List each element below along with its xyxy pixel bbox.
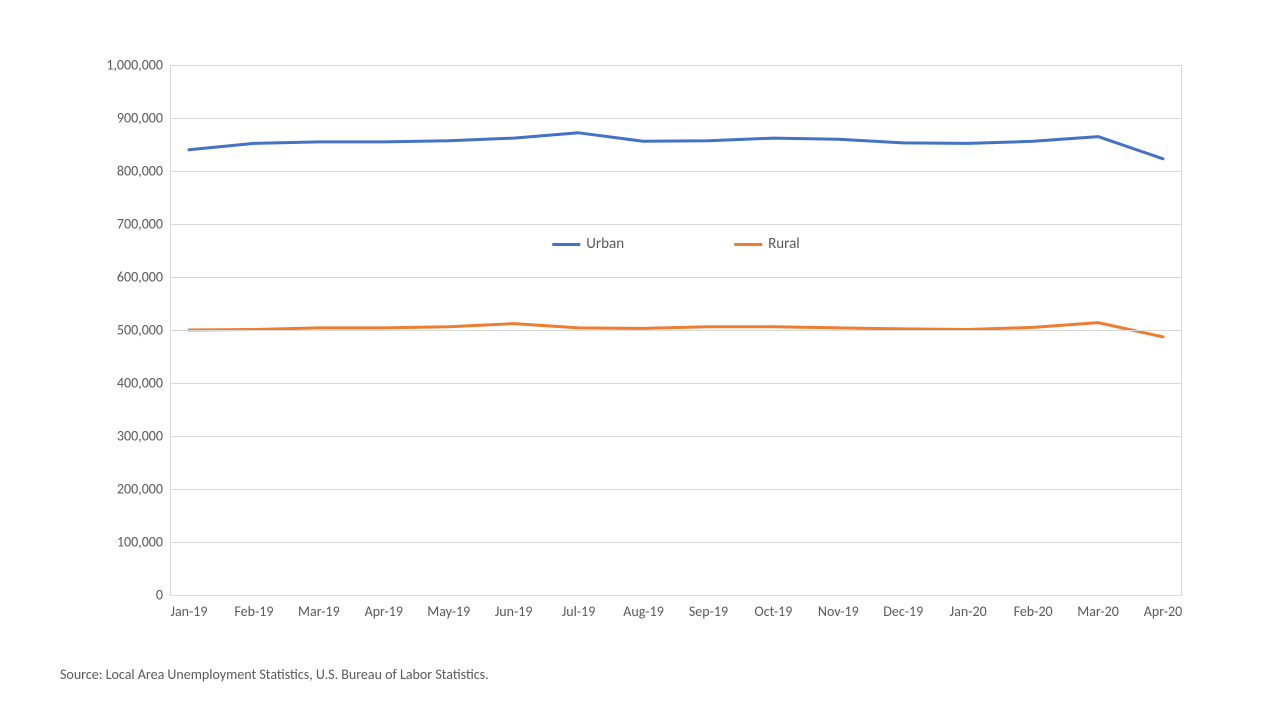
- legend-swatch-rural: [734, 243, 762, 246]
- x-axis-label: Aug-19: [623, 603, 664, 620]
- x-axis-label: Feb-20: [1014, 603, 1053, 620]
- source-text: Source: Local Area Unemployment Statisti…: [60, 666, 489, 683]
- x-axis-label: Mar-19: [298, 603, 340, 620]
- y-axis-label: 300,000: [117, 428, 163, 445]
- y-axis-label: 200,000: [117, 481, 163, 498]
- x-axis-label: May-19: [427, 603, 470, 620]
- x-axis-label: Nov-19: [818, 603, 859, 620]
- x-axis-label: Mar-20: [1077, 603, 1119, 620]
- y-axis-label: 400,000: [117, 375, 163, 392]
- series-line-urban: [189, 133, 1163, 159]
- y-axis-label: 700,000: [117, 216, 163, 233]
- gridline: [171, 65, 1181, 66]
- chart-container: Urban Rural 0 100,000 200,000 300,000 400,00…: [60, 40, 1220, 660]
- x-axis-label: Feb-19: [234, 603, 273, 620]
- plot-area: Urban Rural 0100,000200,000300,000400,00…: [170, 65, 1182, 596]
- y-axis-label: 100,000: [117, 534, 163, 551]
- x-axis-label: Apr-20: [1144, 603, 1182, 620]
- gridline: [171, 224, 1181, 225]
- x-axis-label: Apr-19: [365, 603, 403, 620]
- gridline: [171, 330, 1181, 331]
- x-axis-label: Sep-19: [689, 603, 728, 620]
- y-axis-label: 1,000,000: [106, 57, 163, 74]
- x-axis-label: Jul-19: [562, 603, 596, 620]
- y-axis-label: 900,000: [117, 110, 163, 127]
- legend-item-urban: Urban: [552, 235, 624, 253]
- x-axis-label: Jun-19: [495, 603, 533, 620]
- y-axis-label: 800,000: [117, 163, 163, 180]
- x-axis-label: Dec-19: [883, 603, 923, 620]
- gridline: [171, 383, 1181, 384]
- gridline: [171, 542, 1181, 543]
- gridline: [171, 595, 1181, 596]
- gridline: [171, 118, 1181, 119]
- gridline: [171, 171, 1181, 172]
- legend-label-urban: Urban: [586, 235, 624, 253]
- gridline: [171, 277, 1181, 278]
- legend: Urban Rural: [552, 235, 799, 253]
- gridline: [171, 489, 1181, 490]
- gridline: [171, 436, 1181, 437]
- legend-label-rural: Rural: [768, 235, 800, 253]
- y-axis-label: 600,000: [117, 269, 163, 286]
- legend-swatch-urban: [552, 243, 580, 246]
- x-axis-label: Jan-20: [950, 603, 987, 620]
- x-axis-label: Oct-19: [754, 603, 792, 620]
- legend-item-rural: Rural: [734, 235, 800, 253]
- y-axis-label: 500,000: [117, 322, 163, 339]
- y-axis-label: 0: [156, 587, 163, 604]
- x-axis-label: Jan-19: [170, 603, 207, 620]
